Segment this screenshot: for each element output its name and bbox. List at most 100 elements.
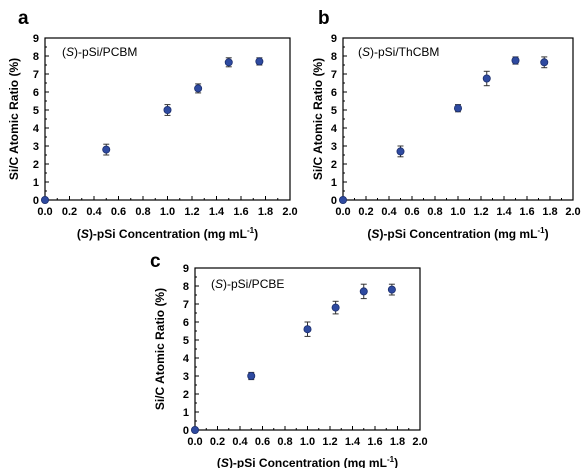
inset-prefix: (: [211, 277, 215, 291]
y-axis-label: Si/C Atomic Ratio (%): [153, 288, 167, 410]
y-tick-label: 9: [183, 263, 189, 275]
marker: [255, 57, 264, 66]
x-tick-label: 2.0: [282, 206, 297, 218]
marker: [511, 56, 520, 65]
x-label-close: ): [254, 227, 258, 241]
y-tick-label: 3: [33, 141, 39, 153]
inset-label: (S)-pSi/ThCBM: [358, 45, 439, 59]
x-tick-label: 0.0: [37, 206, 52, 218]
marker: [396, 147, 405, 156]
inset-label: (S)-pSi/PCBM: [62, 45, 137, 59]
y-tick-label: 0: [331, 195, 337, 207]
y-tick-label: 4: [331, 123, 338, 135]
y-tick-label: 5: [33, 105, 39, 117]
y-tick-label: 6: [331, 87, 337, 99]
marker: [387, 285, 396, 294]
x-tick-label: 0.0: [187, 436, 202, 448]
data-point: [102, 143, 111, 156]
x-label-superscript: -1: [247, 226, 255, 235]
data-point: [482, 70, 491, 87]
x-label-prefix: (: [367, 227, 371, 241]
x-tick-label: 0.6: [404, 206, 419, 218]
data-point: [190, 425, 199, 434]
y-tick-label: 2: [183, 389, 189, 401]
x-tick-label: 1.2: [184, 206, 199, 218]
x-tick-label: 0.8: [427, 206, 442, 218]
data-point: [303, 321, 312, 337]
x-tick-label: 0.0: [335, 206, 350, 218]
y-tick-label: 3: [331, 141, 337, 153]
x-label-prefix: (: [77, 227, 81, 241]
marker: [224, 58, 233, 67]
x-label-main: )-pSi Concentration (mg mL: [229, 456, 387, 468]
x-tick-label: 1.8: [390, 436, 405, 448]
data-point: [453, 104, 462, 113]
y-tick-label: 8: [331, 51, 337, 63]
x-label-superscript: -1: [387, 455, 395, 464]
x-tick-label: 1.2: [473, 206, 488, 218]
x-tick-label: 0.4: [381, 206, 397, 218]
y-axis-label: Si/C Atomic Ratio (%): [311, 58, 325, 180]
x-tick-label: 1.4: [345, 436, 361, 448]
y-tick-label: 6: [183, 317, 189, 329]
x-label-italic: S: [371, 227, 379, 241]
plot-frame: [44, 37, 291, 201]
inset-suffix: )-pSi/ThCBM: [370, 45, 439, 59]
x-label-superscript: -1: [537, 226, 545, 235]
x-tick-label: 0.6: [111, 206, 126, 218]
data-point: [247, 371, 256, 381]
x-axis-label: (S)-pSi Concentration (mg mL-1): [367, 226, 548, 241]
x-tick-label: 0.4: [86, 206, 102, 218]
data-point: [163, 104, 172, 116]
x-tick-label: 0.8: [135, 206, 150, 218]
inset-prefix: (: [358, 45, 362, 59]
panel-letter: c: [150, 251, 161, 272]
data-point: [41, 195, 50, 204]
marker: [102, 145, 111, 154]
y-tick-label: 2: [331, 159, 337, 171]
data-point: [396, 145, 405, 158]
panel-c: c 0.0 0.2 0.4 0.6 0.8 1.0 1.2 1.4 1.6 1.8 2.0 0 1 2 3 4 5…: [150, 251, 428, 468]
marker: [359, 287, 368, 296]
y-tick-label: 1: [183, 407, 189, 419]
data-point: [387, 283, 396, 296]
x-label-main: )-pSi Concentration (mg mL: [89, 227, 247, 241]
plot-frame: [342, 37, 574, 201]
marker: [41, 195, 50, 204]
inset-suffix: )-pSi/PCBE: [223, 277, 284, 291]
y-tick-label: 9: [33, 33, 39, 45]
marker: [247, 371, 256, 380]
y-tick-label: 6: [33, 87, 39, 99]
x-tick-label: 1.8: [258, 206, 273, 218]
x-label-prefix: (: [217, 456, 221, 468]
x-axis-label: (S)-pSi Concentration (mg mL-1): [77, 226, 258, 241]
marker: [163, 106, 172, 115]
panel-a: a 0.0 0.2 0.4 0.6 0.8 1.0 1.2 1.4 1.6 1.8 2.0 0 1 2 3 4 5…: [7, 8, 298, 241]
y-tick-label: 4: [183, 353, 190, 365]
x-tick-label: 1.6: [519, 206, 534, 218]
panel-letter: a: [18, 8, 29, 29]
marker: [190, 425, 199, 434]
plot-frame: [194, 267, 421, 431]
y-tick-label: 9: [331, 33, 337, 45]
x-label-close: ): [394, 456, 398, 468]
data-point: [338, 195, 347, 204]
inset-prefix: (: [62, 45, 66, 59]
x-tick-label: 1.6: [367, 436, 382, 448]
x-tick-label: 2.0: [565, 206, 580, 218]
data-point: [255, 57, 264, 66]
x-tick-label: 1.4: [209, 206, 225, 218]
data-point: [540, 56, 549, 69]
inset-italic: S: [66, 45, 74, 59]
panel-letter: b: [318, 8, 330, 29]
y-tick-label: 0: [183, 425, 189, 437]
x-tick-label: 0.8: [277, 436, 292, 448]
x-tick-label: 0.2: [358, 206, 373, 218]
marker: [540, 58, 549, 67]
y-tick-label: 8: [183, 281, 189, 293]
marker: [482, 74, 491, 83]
data-point: [511, 56, 520, 65]
y-tick-label: 7: [183, 299, 189, 311]
y-tick-label: 0: [33, 195, 39, 207]
